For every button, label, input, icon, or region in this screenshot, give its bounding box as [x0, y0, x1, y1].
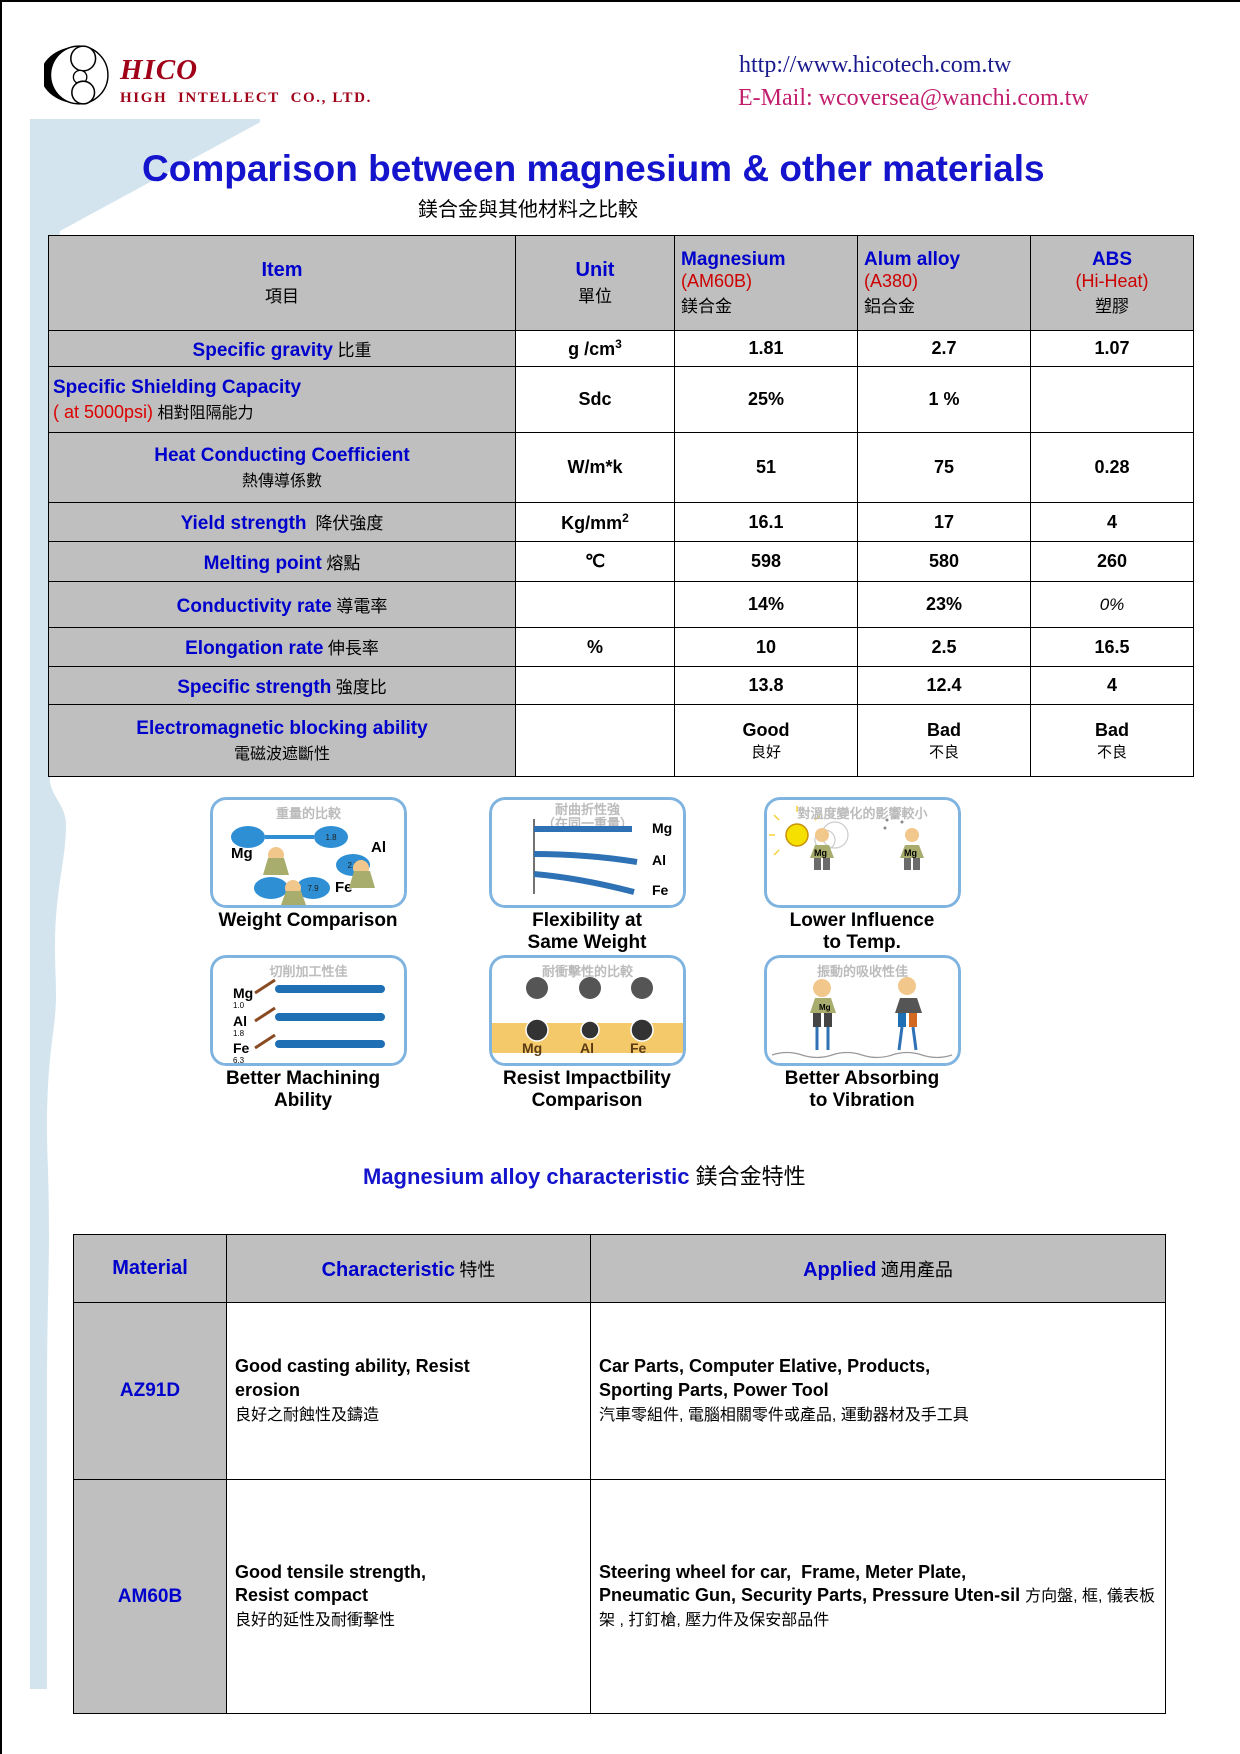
svg-text:Mg: Mg — [904, 848, 917, 858]
svg-text:1.0: 1.0 — [233, 1001, 245, 1010]
svg-text:Mg: Mg — [231, 845, 253, 862]
svg-text:Mg: Mg — [652, 820, 672, 836]
svg-text:1.8: 1.8 — [325, 833, 337, 842]
svg-text:Fe: Fe — [652, 882, 669, 898]
svg-text:Al: Al — [652, 852, 666, 868]
svg-text:Mg: Mg — [522, 1040, 542, 1056]
svg-text:Al: Al — [371, 839, 386, 856]
svg-text:Al: Al — [233, 1013, 247, 1029]
svg-text:1.8: 1.8 — [233, 1029, 245, 1038]
svg-text:Mg: Mg — [233, 985, 253, 1001]
svg-text:Fe: Fe — [233, 1040, 250, 1056]
svg-text:Mg: Mg — [814, 848, 827, 858]
svg-text:Fe: Fe — [630, 1040, 647, 1056]
svg-text:7.9: 7.9 — [307, 884, 319, 893]
svg-text:Al: Al — [580, 1040, 594, 1056]
svg-text:Mg: Mg — [819, 1003, 831, 1012]
svg-text:6.3: 6.3 — [233, 1056, 245, 1065]
